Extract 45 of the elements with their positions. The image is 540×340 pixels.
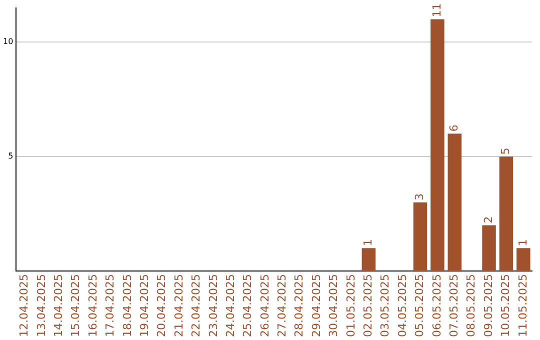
x-tick-label: 09.05.2025 [482,274,495,338]
bar [516,248,530,272]
x-tick-label: 18.04.2025 [120,274,134,338]
x-tick-label: 25.04.2025 [241,274,254,338]
x-tick-label: 10.05.2025 [499,274,512,338]
x-tick-label: 08.05.2025 [464,274,478,338]
bar [482,225,496,272]
x-tick-label: 19.04.2025 [138,274,151,338]
data-label: 1 [362,239,375,246]
x-tick-label: 27.04.2025 [276,274,289,338]
x-tick-label: 02.05.2025 [362,274,375,338]
x-tick-label: 24.04.2025 [224,274,237,338]
data-label: 2 [482,216,495,224]
x-tick-label: 21.04.2025 [172,274,186,338]
x-tick-label: 23.04.2025 [206,274,220,338]
x-tick-label: 28.04.2025 [292,274,306,338]
x-tick-label: 30.04.2025 [327,274,340,338]
bar [362,248,376,272]
data-label: 1 [516,239,530,246]
x-tick-label: 03.05.2025 [378,274,392,338]
x-tick-label: 15.04.2025 [69,274,82,338]
data-label: 6 [447,124,460,132]
x-tick-label: 16.04.2025 [86,274,100,338]
x-tick-label: 01.05.2025 [344,274,358,338]
x-tick-label: 29.04.2025 [310,274,323,338]
x-tick-label: 04.05.2025 [396,274,409,338]
x-tick-label: 22.04.2025 [190,274,203,338]
bar [499,156,514,272]
x-tick-label: 26.04.2025 [258,274,272,338]
x-tick-label: 05.05.2025 [413,274,426,338]
bar [413,202,428,272]
bar [448,134,462,272]
x-tick-label: 14.04.2025 [52,274,66,338]
y-tick-label: 10 [2,37,14,46]
x-tick-label: 20.04.2025 [155,274,168,338]
x-tick-label: 13.04.2025 [34,274,48,338]
x-tick-label: 12.04.2025 [18,274,31,338]
x-tick-label: 06.05.2025 [430,274,444,338]
data-label: 11 [430,3,444,18]
bar [430,19,444,272]
x-tick-label: 07.05.2025 [447,274,460,338]
x-tick-label: 11.05.2025 [516,274,530,338]
data-label: 5 [499,148,512,155]
x-tick-label: 17.04.2025 [104,274,117,338]
data-label: 3 [413,193,426,200]
